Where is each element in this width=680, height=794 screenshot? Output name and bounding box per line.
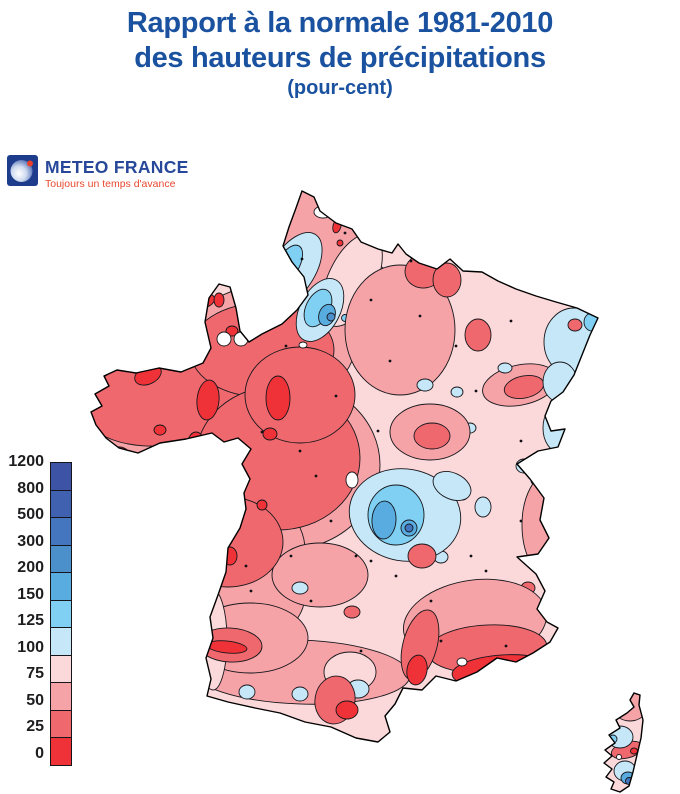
page-title-subtitle: (pour-cent): [287, 76, 393, 99]
legend-color-cell: [51, 709, 71, 737]
legend-tick-label: 50: [26, 691, 44, 709]
legend-color-cell: [51, 544, 71, 572]
legend-tick-label: 500: [17, 506, 44, 523]
logo-wordmark: METEO FRANCE: [45, 157, 189, 177]
burgundy-region: [389, 403, 471, 461]
legend-tick-label: 150: [17, 585, 44, 603]
legend-color-cell: [51, 654, 71, 682]
meteo-france-logo: METEO FRANCE Toujours un temps d'avance: [7, 155, 189, 190]
legend-tick-label: 100: [17, 638, 44, 656]
legend-tick-label: 300: [17, 532, 44, 550]
legend-color-cell: [51, 517, 71, 545]
mainland-coastline: [90, 190, 599, 743]
color-scale-legend: 1200 800 500 300 200 150 125 100 75 50 25 0: [4, 452, 76, 766]
champagne-lorraine-region: [344, 253, 558, 407]
legend-tick-label: 25: [26, 718, 44, 735]
northwest-deficit-region: [91, 284, 381, 644]
page-title-line-2: des hauteurs de précipitations: [134, 41, 546, 74]
legend-color-cell: [51, 489, 71, 517]
logo-texts: METEO FRANCE Toujours un temps d'avance: [45, 157, 189, 191]
meteo-france-logo-icon: [7, 155, 38, 186]
logo-tagline: Toujours un temps d'avance: [45, 178, 176, 191]
page-title-line-1: Rapport à la normale 1981-2010: [126, 7, 554, 39]
legend-color-cell: [51, 737, 71, 765]
legend-tick-label: 75: [26, 665, 44, 682]
massif-central-surplus: [348, 468, 472, 569]
legend-color-cell: [51, 682, 71, 710]
title-block: Rapport à la normale 1981-2010 des haute…: [0, 6, 680, 100]
corsica-island: [604, 693, 643, 792]
legend-color-cell: [51, 572, 71, 600]
corsica-coastline: [603, 692, 644, 793]
mainland-contours: [91, 191, 598, 742]
legend-color-cell: [51, 627, 71, 655]
legend-ticks: 1200 800 500 300 200 150 125 100 75 50 25 0: [4, 452, 44, 762]
station-dots: [244, 231, 548, 703]
legend-color-cell: [51, 463, 71, 490]
legend-tick-label: 800: [17, 479, 44, 497]
legend-color-cell: [51, 599, 71, 627]
legend-tick-label: 1200: [8, 453, 44, 470]
legend-tick-label: 0: [35, 744, 44, 762]
legend-tick-label: 125: [17, 612, 44, 629]
legend-color-bar: [50, 462, 72, 766]
legend-tick-label: 200: [17, 559, 44, 576]
